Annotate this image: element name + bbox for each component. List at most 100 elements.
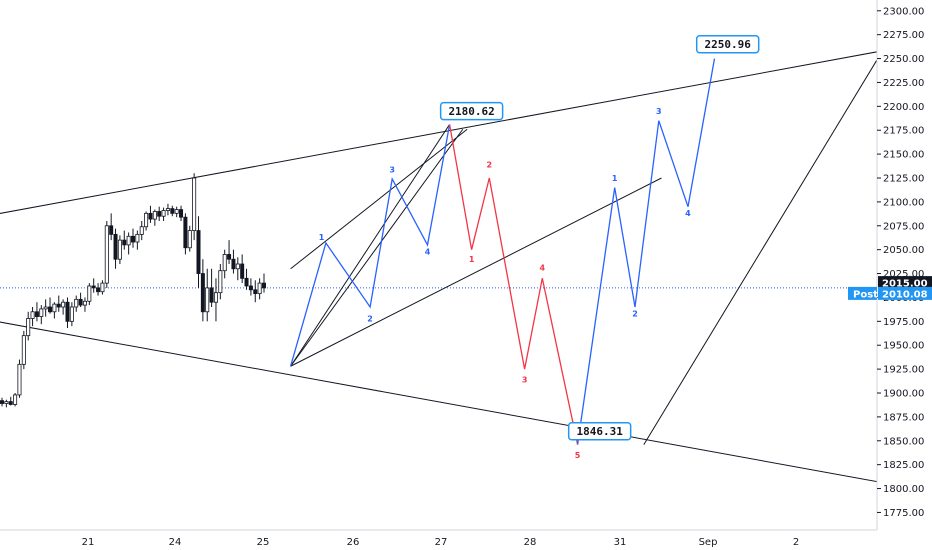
candle [100, 280, 105, 295]
candle [213, 278, 218, 322]
candle [257, 278, 262, 300]
x-tick-label: 2 [793, 537, 799, 548]
wave-label-blue: 3 [656, 107, 662, 116]
wave-label-red: 4 [539, 264, 545, 273]
y-tick-label: 1925.00 [883, 365, 924, 376]
impulse-wave-1[interactable] [289, 124, 451, 367]
candle [148, 205, 153, 223]
candle [235, 257, 240, 281]
x-tick-label: 25 [257, 537, 270, 548]
candle [8, 396, 13, 406]
candle [26, 311, 31, 341]
candle [187, 225, 192, 252]
y-tick-label: 2200.00 [883, 102, 924, 113]
candle [52, 302, 57, 319]
candle [157, 206, 162, 221]
candle [96, 283, 101, 296]
y-tick-label: 2100.00 [883, 197, 924, 208]
candle [39, 305, 44, 325]
candle [261, 273, 266, 293]
candle [205, 268, 210, 322]
wave-label-blue: 3 [389, 165, 395, 174]
y-tick-label: 2075.00 [883, 221, 924, 232]
candle [192, 173, 197, 241]
candle [4, 399, 9, 408]
candle [161, 207, 166, 221]
wave-label-red: 5 [575, 451, 581, 460]
x-tick-label: 21 [82, 537, 95, 548]
candle [74, 295, 79, 312]
wave-label-red: 2 [487, 160, 493, 169]
candle [183, 213, 188, 255]
price-callout[interactable]: 1846.31 [567, 421, 632, 441]
candle [78, 292, 83, 307]
x-tick-label: 27 [435, 537, 448, 548]
candle [152, 209, 157, 226]
wave-label-blue: 4 [425, 247, 431, 256]
y-tick-label: 2050.00 [883, 245, 924, 256]
price-callout[interactable]: 2250.96 [695, 34, 760, 54]
x-tick-label: 26 [347, 537, 360, 548]
candle [135, 230, 140, 250]
candle [126, 232, 131, 255]
candle [43, 299, 48, 317]
candle [179, 205, 184, 221]
trendline-5[interactable] [290, 128, 468, 270]
y-tick-label: 2275.00 [883, 30, 924, 41]
trendline-1[interactable] [0, 310, 932, 527]
trendline-3[interactable] [290, 177, 662, 367]
candle [231, 249, 236, 274]
candle [113, 228, 118, 269]
trendline-7[interactable] [643, 58, 878, 445]
callout-value: 1846.31 [576, 425, 623, 438]
candle [222, 249, 227, 279]
corrective-wave[interactable] [448, 124, 579, 445]
y-tick-label: 2150.00 [883, 150, 924, 161]
callout-value: 2250.96 [705, 38, 752, 51]
price-axis[interactable] [877, 0, 932, 550]
trendline-6[interactable] [290, 128, 464, 367]
trendline-2[interactable] [0, 1, 932, 226]
wave-label-red: 1 [469, 255, 475, 264]
candle [244, 268, 249, 290]
x-tick-label: Sep [699, 537, 718, 548]
trendline-4[interactable] [290, 124, 450, 367]
candle [248, 278, 253, 296]
candle [139, 221, 144, 241]
y-tick-label: 1900.00 [883, 389, 924, 400]
candle [87, 283, 92, 306]
wave-label-red: 3 [522, 375, 528, 384]
candle [17, 359, 22, 398]
y-tick-label: 1825.00 [883, 460, 924, 471]
candle [144, 211, 149, 231]
time-axis[interactable] [0, 530, 877, 550]
post-price-value: 2010.08 [882, 289, 928, 300]
candle [196, 216, 201, 288]
candle [13, 393, 18, 407]
candle [218, 264, 223, 300]
x-tick-label: 28 [524, 537, 537, 548]
candle [130, 228, 135, 248]
y-tick-label: 2125.00 [883, 174, 924, 185]
candle [65, 297, 70, 329]
wave-label-blue: 1 [612, 174, 618, 183]
candle [0, 397, 4, 407]
wave-label-blue: 4 [685, 209, 691, 218]
price-callout[interactable]: 2180.62 [439, 101, 504, 121]
impulse-wave-2[interactable] [576, 58, 716, 445]
candle [30, 307, 35, 327]
current-price-tag [878, 276, 932, 290]
candle [253, 280, 258, 303]
post-price-tag [878, 286, 932, 300]
x-tick-label: 31 [614, 537, 627, 548]
y-tick-label: 1800.00 [883, 484, 924, 495]
candle [56, 295, 61, 312]
candle [200, 259, 205, 322]
candle [109, 213, 114, 241]
y-tick-label: 2250.00 [883, 54, 924, 65]
candle [170, 205, 175, 217]
y-tick-label: 2025.00 [883, 269, 924, 280]
y-tick-label: 1775.00 [883, 508, 924, 519]
